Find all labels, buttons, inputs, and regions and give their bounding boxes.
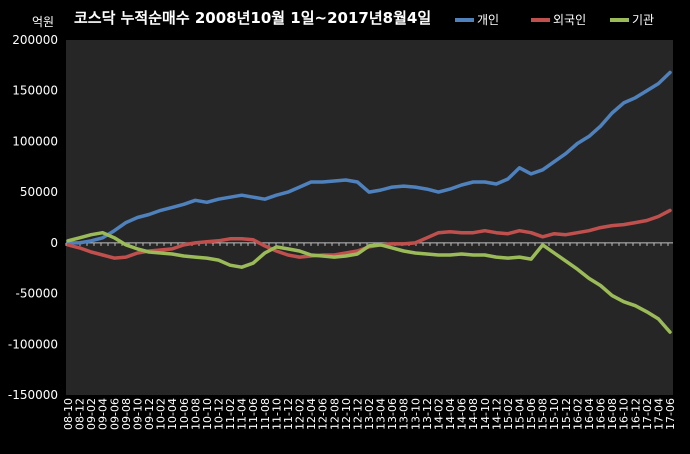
x-tick-label: 14-12 [490, 398, 503, 430]
legend-item-2[interactable]: 기관 [610, 13, 654, 27]
y-tick-label: 50000 [20, 185, 58, 199]
legend-item-1[interactable]: 외국인 [531, 13, 586, 27]
y-tick-label: -150000 [8, 388, 58, 402]
legend-label: 개인 [477, 13, 499, 27]
x-tick-label: 14-04 [444, 398, 457, 430]
x-tick-label: 10-02 [155, 398, 168, 430]
x-tick-label: 08-12 [74, 398, 87, 430]
x-tick-label: 13-10 [409, 398, 422, 430]
x-tick-label: 14-02 [432, 398, 445, 430]
x-tick-label: 13-12 [421, 398, 434, 430]
x-tick-label: 16-02 [571, 398, 584, 430]
x-tick-label: 11-06 [247, 398, 260, 430]
x-tick-label: 09-10 [131, 398, 144, 430]
x-tick-label: 10-06 [178, 398, 191, 430]
x-tick-label: 11-08 [259, 398, 272, 430]
y-tick-label: 0 [50, 236, 58, 250]
x-tick-label: 16-06 [595, 398, 608, 430]
x-tick-label: 15-08 [537, 398, 550, 430]
y-unit-label: 억원 [32, 15, 54, 29]
x-tick-label: 13-08 [398, 398, 411, 430]
x-axis: 08-1008-1209-0209-0409-0609-0809-1009-12… [62, 242, 677, 430]
x-tick-label: 09-12 [143, 398, 156, 430]
y-tick-label: 200000 [12, 33, 58, 47]
legend-label: 기관 [632, 13, 654, 27]
legend[interactable]: 개인 외국인 기관 [455, 13, 654, 27]
x-tick-label: 12-04 [305, 398, 318, 430]
x-tick-label: 15-02 [502, 398, 515, 430]
x-tick-label: 10-08 [189, 398, 202, 430]
x-tick-label: 16-04 [583, 398, 596, 430]
x-tick-label: 09-06 [108, 398, 121, 430]
x-tick-label: 17-06 [664, 398, 677, 430]
x-tick-label: 14-10 [479, 398, 492, 430]
x-tick-label: 09-04 [97, 398, 110, 430]
x-tick-label: 11-12 [282, 398, 295, 430]
x-tick-label: 16-12 [629, 398, 642, 430]
x-tick-label: 13-02 [363, 398, 376, 430]
legend-label: 외국인 [553, 13, 586, 27]
x-tick-label: 17-04 [652, 398, 665, 430]
x-tick-label: 16-08 [606, 398, 619, 430]
x-tick-label: 15-04 [514, 398, 527, 430]
x-tick-label: 12-06 [317, 398, 330, 430]
chart-title: 코스닥 누적순매수 2008년10월 1일~2017년8월4일 [74, 9, 431, 27]
x-tick-label: 09-08 [120, 398, 133, 430]
series-line-2 [66, 230, 672, 334]
y-axis: 200000 150000 100000 50000 0 -50000 -100000 -15… [8, 33, 58, 402]
x-tick-label: 11-02 [224, 398, 237, 430]
y-tick-label: 100000 [12, 134, 58, 148]
x-tick-label: 12-08 [328, 398, 341, 430]
y-tick-label: 150000 [12, 84, 58, 98]
x-tick-label: 10-12 [213, 398, 226, 430]
x-tick-label: 09-02 [85, 398, 98, 430]
x-tick-label: 08-10 [62, 398, 75, 430]
series-layer [66, 70, 672, 334]
y-tick-label: -100000 [8, 337, 58, 351]
x-tick-label: 13-04 [375, 398, 388, 430]
x-tick-label: 10-04 [166, 398, 179, 430]
series-line-0 [66, 70, 672, 245]
x-tick-label: 16-10 [618, 398, 631, 430]
x-tick-label: 17-02 [641, 398, 654, 430]
x-tick-label: 11-04 [236, 398, 249, 430]
x-tick-label: 14-08 [467, 398, 480, 430]
x-tick-label: 10-10 [201, 398, 214, 430]
x-tick-label: 12-10 [340, 398, 353, 430]
x-tick-label: 13-06 [386, 398, 399, 430]
x-tick-label: 15-10 [548, 398, 561, 430]
x-tick-label: 12-02 [294, 398, 307, 430]
x-tick-label: 15-12 [560, 398, 573, 430]
plot-area [66, 40, 673, 395]
x-tick-label: 12-12 [351, 398, 364, 430]
legend-item-0[interactable]: 개인 [455, 13, 499, 27]
y-tick-label: -50000 [15, 287, 58, 301]
x-tick-label: 15-06 [525, 398, 538, 430]
x-tick-label: 11-10 [270, 398, 283, 430]
x-tick-label: 14-06 [456, 398, 469, 430]
